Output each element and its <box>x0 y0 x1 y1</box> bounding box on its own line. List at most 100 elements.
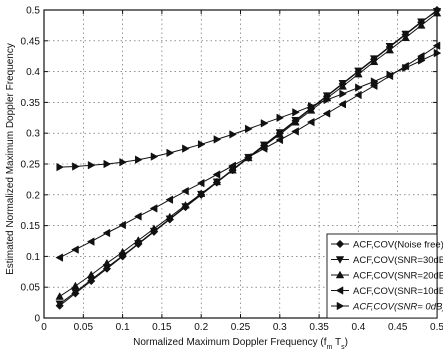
legend-item: ACF,COV(Noise free) <box>331 239 443 250</box>
x-tick-label: 0.25 <box>231 322 251 333</box>
data-point <box>133 212 142 221</box>
x-axis-label: Normalized Maximum Doppler Frequency (fm… <box>133 337 348 351</box>
y-axis-label: Estimated Normalized Maximum Doppler Fre… <box>5 43 16 275</box>
data-point <box>166 148 175 158</box>
data-point <box>71 281 80 290</box>
data-point <box>182 144 190 153</box>
data-point <box>197 140 206 149</box>
data-point <box>229 130 237 139</box>
data-point <box>213 135 222 144</box>
data-point <box>307 101 316 111</box>
data-point <box>103 159 112 169</box>
data-point <box>275 135 284 145</box>
data-point <box>165 195 174 204</box>
legend-item: ACF,COV(SNR=20dB) <box>331 270 443 281</box>
series-layer <box>55 5 442 310</box>
data-point <box>322 109 331 118</box>
data-point <box>71 245 79 254</box>
data-point <box>339 89 348 99</box>
legend-label: ACF,COV(Noise free) <box>353 239 443 250</box>
data-point <box>212 170 221 179</box>
data-point <box>245 124 253 134</box>
y-tick-label: 0.3 <box>26 129 40 140</box>
data-point <box>306 117 315 127</box>
data-point <box>385 45 395 54</box>
y-tick-label: 0.05 <box>21 283 41 294</box>
data-point <box>306 106 316 114</box>
data-point <box>401 33 410 42</box>
data-point <box>354 69 363 78</box>
legend-item: ACF,COV(SNR=10dB) <box>331 286 443 297</box>
data-point <box>402 63 410 73</box>
legend-marker <box>336 301 345 311</box>
data-point <box>275 130 285 138</box>
data-point <box>86 270 96 279</box>
data-point <box>212 177 222 186</box>
data-point <box>150 152 159 161</box>
x-tick-label: 0.4 <box>351 322 365 333</box>
series-5 <box>56 48 442 172</box>
x-tick-label: 0.35 <box>309 322 329 333</box>
y-tick-label: 0 <box>34 314 40 325</box>
x-axis-label-subscript-m: m <box>327 344 333 351</box>
x-axis-label-mid: T <box>332 337 341 348</box>
data-point <box>417 56 426 65</box>
data-point <box>118 220 126 230</box>
legend-label: ACF,COV(SNR= 0dB) <box>352 301 443 312</box>
x-tick-label: 0.05 <box>74 322 94 333</box>
x-tick-label: 0.2 <box>194 322 208 333</box>
legend-label: ACF,COV(SNR=20dB) <box>353 270 443 281</box>
x-tick-label: 0.3 <box>273 322 287 333</box>
y-tick-label: 0.45 <box>21 36 41 47</box>
x-axis-label-end: ) <box>345 337 348 348</box>
data-point <box>291 127 299 136</box>
data-point <box>386 70 395 79</box>
legend-marker <box>335 239 345 249</box>
data-point <box>86 237 95 246</box>
data-point <box>102 228 111 238</box>
data-point <box>417 21 426 29</box>
x-tick-label: 0.45 <box>388 322 408 333</box>
data-point <box>196 178 205 188</box>
data-point <box>260 119 269 128</box>
legend-marker <box>335 286 344 295</box>
y-tick-label: 0.4 <box>26 67 40 78</box>
data-point <box>292 108 300 117</box>
data-point <box>181 186 189 196</box>
legend-label: ACF,COV(SNR=30dB) <box>353 255 443 266</box>
data-point <box>181 200 190 209</box>
x-tick-label: 0.15 <box>152 322 172 333</box>
data-point <box>370 77 379 86</box>
data-point <box>56 162 65 172</box>
data-point <box>55 300 64 309</box>
data-point <box>338 82 347 90</box>
x-tick-label: 0.1 <box>116 322 130 333</box>
y-tick-label: 0.1 <box>26 252 40 263</box>
data-point <box>87 160 96 170</box>
legend-marker <box>335 270 345 279</box>
x-tick-label: 0.5 <box>430 322 443 333</box>
data-point <box>72 162 80 171</box>
data-point <box>135 155 143 164</box>
data-point <box>244 152 252 162</box>
legend-item: ACF,COV(SNR=30dB) <box>331 255 443 266</box>
y-tick-label: 0.2 <box>26 190 40 201</box>
data-point <box>355 83 363 92</box>
legend: ACF,COV(Noise free) ACF,COV(SNR=30dB) ACF,… <box>326 233 443 319</box>
data-point <box>55 253 64 262</box>
data-point <box>134 236 143 244</box>
data-point <box>323 95 332 105</box>
data-point <box>369 57 379 66</box>
y-tick-label: 0.5 <box>26 6 40 17</box>
data-point <box>259 144 268 153</box>
data-point <box>149 204 158 213</box>
data-point <box>102 258 112 267</box>
data-point <box>196 189 206 197</box>
data-point <box>228 165 237 174</box>
legend-item: ACF,COV(SNR= 0dB) <box>331 301 443 312</box>
ticks: 0 0.05 0.1 0.15 0.2 0.25 0.3 0.35 0.4 0.45 0.5 0 0.0… <box>21 6 443 334</box>
data-point <box>291 117 300 126</box>
y-tick-label: 0.35 <box>21 98 41 109</box>
data-point <box>149 224 159 232</box>
